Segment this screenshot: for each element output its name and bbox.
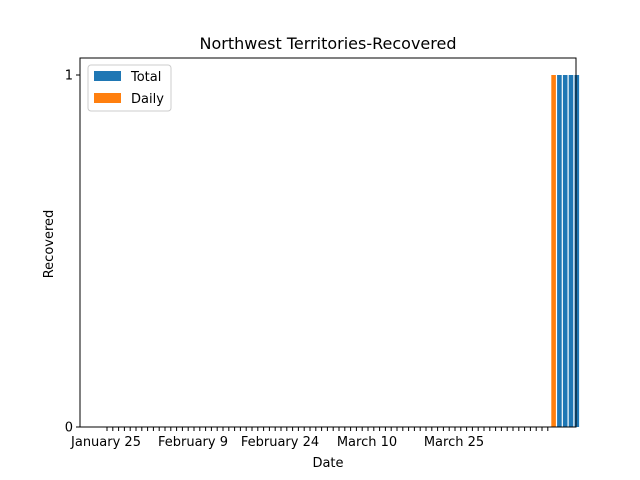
x-tick-label: February 9 [158,435,228,450]
x-tick-label: March 25 [424,435,484,450]
bar-total [574,75,580,427]
bar-daily [551,75,556,427]
legend-label-daily: Daily [131,92,164,107]
chart-title: Northwest Territories-Recovered [200,34,457,53]
x-tick-label: February 24 [241,435,319,450]
bar-total [557,75,562,427]
y-axis-label: Recovered [42,210,57,279]
y-tick-label: 0 [65,421,73,436]
legend-swatch-daily [94,93,121,103]
plot-area: 0 1 January 25 February 9 February 24 March 1… [65,57,580,450]
legend-label-total: Total [130,70,161,85]
axes-frame [79,57,577,428]
y-tick-label: 1 [65,69,73,84]
legend-swatch-total [94,71,121,81]
legend: Total Daily [87,64,172,112]
x-tick-label: January 25 [70,435,141,450]
bar-total [562,75,568,427]
x-tick-label: March 10 [337,435,397,450]
x-axis-label: Date [312,456,343,471]
bar-total [568,75,574,427]
